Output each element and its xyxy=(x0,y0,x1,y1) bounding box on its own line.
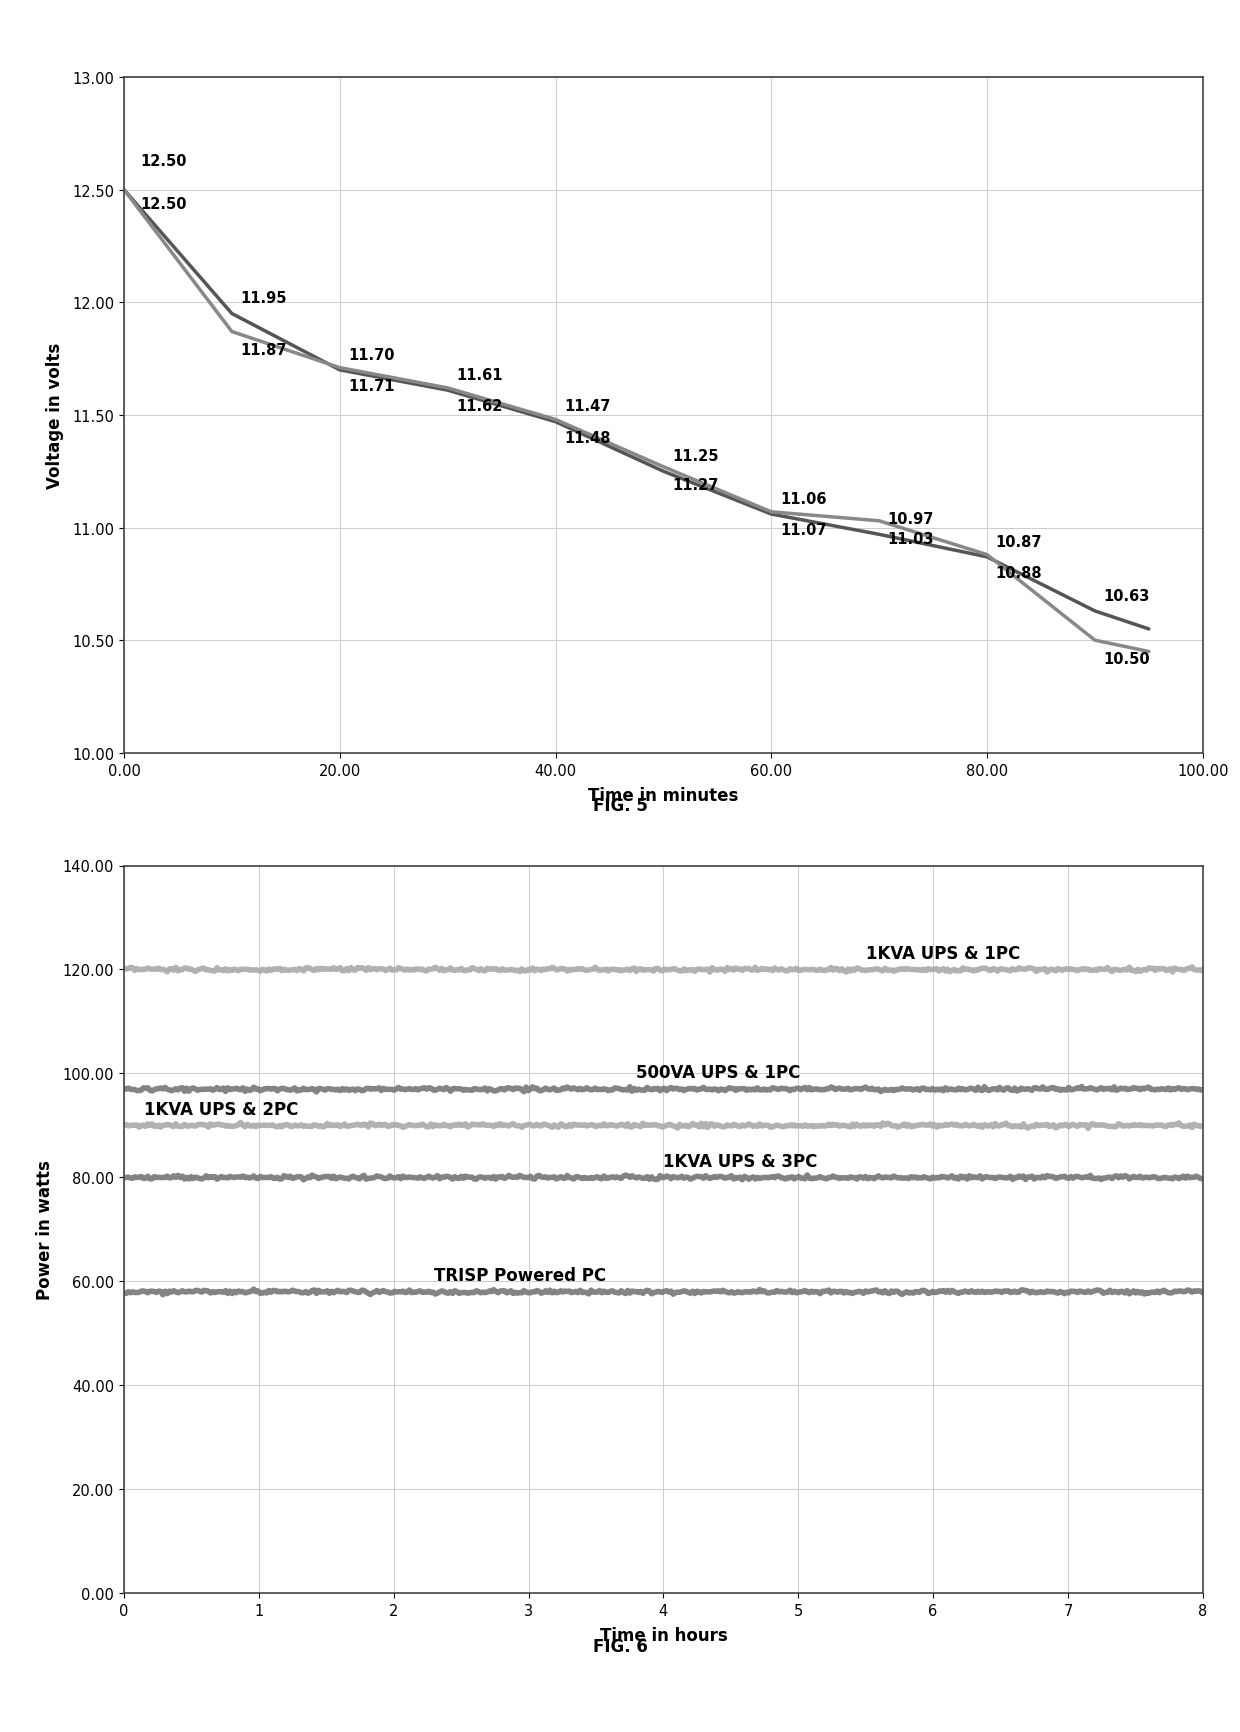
X-axis label: Time in minutes: Time in minutes xyxy=(588,786,739,804)
Text: 11.62: 11.62 xyxy=(456,398,502,414)
Text: 11.95: 11.95 xyxy=(241,291,286,307)
Text: 12.50: 12.50 xyxy=(140,154,187,168)
Text: 10.97: 10.97 xyxy=(888,511,934,527)
Text: 1KVA UPS & 1PC: 1KVA UPS & 1PC xyxy=(866,944,1021,963)
Text: FIG. 5: FIG. 5 xyxy=(593,797,647,814)
Text: 500VA UPS & 1PC: 500VA UPS & 1PC xyxy=(636,1063,801,1081)
X-axis label: Time in hours: Time in hours xyxy=(599,1626,728,1644)
Text: 11.07: 11.07 xyxy=(780,523,826,539)
Text: 11.71: 11.71 xyxy=(348,379,394,393)
Text: 11.03: 11.03 xyxy=(888,532,934,547)
Text: 1KVA UPS & 3PC: 1KVA UPS & 3PC xyxy=(663,1152,817,1171)
Text: 10.87: 10.87 xyxy=(996,533,1042,549)
Text: 12.50: 12.50 xyxy=(140,196,187,211)
Y-axis label: Voltage in volts: Voltage in volts xyxy=(46,343,63,488)
Text: 10.50: 10.50 xyxy=(1104,651,1151,667)
Text: 11.06: 11.06 xyxy=(780,492,826,506)
Text: 1KVA UPS & 2PC: 1KVA UPS & 2PC xyxy=(144,1100,299,1119)
Text: TRISP Powered PC: TRISP Powered PC xyxy=(434,1266,606,1285)
Text: 11.25: 11.25 xyxy=(672,449,718,464)
Text: 11.27: 11.27 xyxy=(672,478,718,494)
Text: FIG. 6: FIG. 6 xyxy=(593,1637,647,1654)
Text: 11.48: 11.48 xyxy=(564,431,610,445)
Text: 10.63: 10.63 xyxy=(1104,589,1149,603)
Text: 11.47: 11.47 xyxy=(564,398,610,414)
Y-axis label: Power in watts: Power in watts xyxy=(36,1160,55,1299)
Text: 11.70: 11.70 xyxy=(348,348,394,362)
Text: 11.61: 11.61 xyxy=(456,367,502,383)
Text: 11.87: 11.87 xyxy=(241,343,286,359)
Text: 10.88: 10.88 xyxy=(996,566,1043,580)
